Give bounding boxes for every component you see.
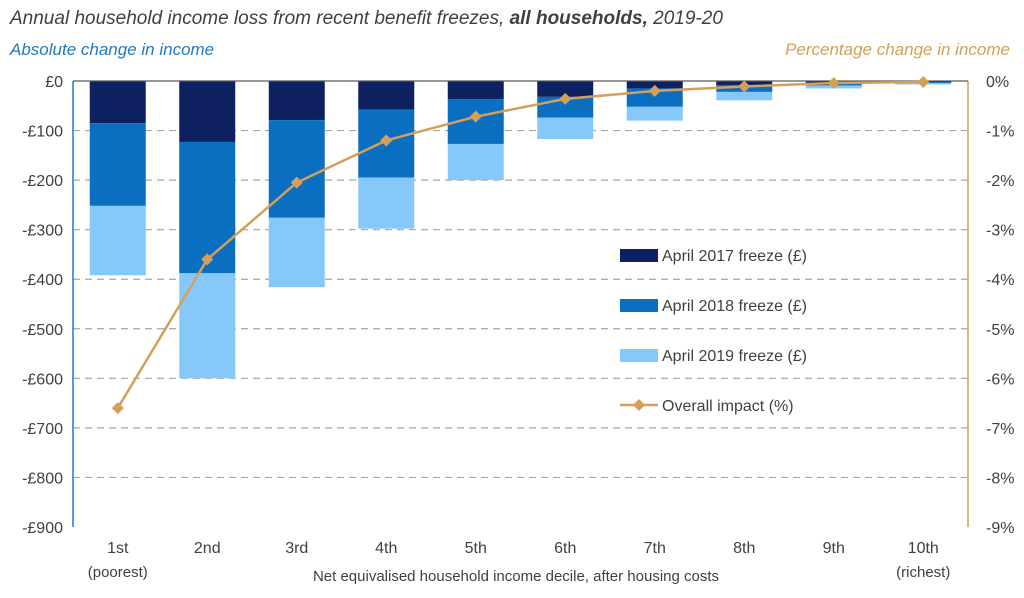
legend-label-1: April 2017 freeze (£) [662,248,807,265]
x-tick-label: 2nd [194,540,221,557]
bar-segment-1 [358,81,415,110]
left-tick-label: -£800 [22,470,63,487]
legend-label-4: Overall impact (%) [662,398,794,415]
right-tick-label: -1% [986,124,1014,141]
overall-impact-marker [201,253,214,266]
bar-segment-3 [268,217,325,288]
right-axis-title: Percentage change in income [785,40,1010,59]
right-tick-label: 0% [986,74,1009,91]
left-tick-label: -£200 [22,173,63,190]
bar-segment-1 [537,81,594,97]
legend: April 2017 freeze (£) April 2018 freeze (… [620,248,807,415]
bar-segment-3 [358,177,415,229]
right-tick-label: -7% [986,421,1014,438]
bar-segment-2 [268,120,325,218]
bar-segment-3 [179,273,236,379]
left-tick-label: -£100 [22,124,63,141]
left-tick-label: -£700 [22,421,63,438]
x-tick-sublabel: (poorest) [88,564,148,581]
right-tick-label: -4% [986,272,1014,289]
left-tick-label: -£300 [22,223,63,240]
bar-segment-1 [447,81,504,100]
x-tick-label: 8th [733,540,755,557]
right-tick-label: -6% [986,371,1014,388]
chart-title-suffix: 2019-20 [652,8,723,29]
x-tick-label: 6th [554,540,576,557]
right-tick-label: -3% [986,223,1014,240]
legend-label-3: April 2019 freeze (£) [662,348,807,365]
bar-segment-1 [626,81,683,89]
bar-segment-3 [537,117,594,139]
x-tick-label: 3rd [285,540,308,557]
left-tick-label: £0 [45,74,63,91]
x-tick-label: 4th [375,540,397,557]
x-axis-title: Net equivalised household income decile,… [313,568,719,585]
right-tick-label: -8% [986,470,1014,487]
x-tick-label: 5th [465,540,487,557]
left-tick-label: -£600 [22,371,63,388]
bar-segment-1 [268,81,325,121]
bar-segment-3 [716,91,773,101]
tick-labels: £0 0% -£100 -1% -£200 -2% -£300 -3% -£400 -4% -£50… [22,74,1014,581]
x-tick-label: 7th [644,540,666,557]
x-tick-label: 1st [107,540,129,557]
bar-segment-2 [179,141,236,274]
overall-impact-line [116,80,924,409]
right-tick-label: -5% [986,322,1014,339]
left-tick-label: -£500 [22,322,63,339]
chart-title-main: Annual household income loss from recent… [9,8,504,29]
overall-impact-marker [648,84,661,97]
overall-impact-marker [380,134,393,147]
legend-swatch-3 [620,349,658,362]
left-tick-label: -£900 [22,520,63,537]
overall-impact-marker [917,75,930,88]
left-tick-label: -£400 [22,272,63,289]
axes [72,80,969,527]
bar-series [89,81,952,379]
x-tick-label: 10th [908,540,939,557]
bar-segment-2 [89,123,146,206]
bar-segment-3 [89,205,146,276]
line-series [111,75,930,415]
overall-impact-marker [827,76,840,89]
chart-title: Annual household income loss from recent… [9,8,723,29]
legend-label-2: April 2018 freeze (£) [662,298,807,315]
x-tick-label: 9th [823,540,845,557]
overall-impact-marker [738,80,751,93]
overall-impact-marker [111,402,124,415]
overall-impact-marker [290,176,303,189]
bar-segment-1 [89,81,146,124]
right-tick-label: -2% [986,173,1014,190]
bar-segment-3 [626,106,683,121]
legend-marker-swatch [633,399,645,411]
bar-segment-1 [179,81,236,142]
overall-impact-marker [469,110,482,123]
left-axis-title: Absolute change in income [9,40,214,59]
right-tick-label: -9% [986,520,1014,537]
overall-impact-marker [559,92,572,105]
legend-swatch-1 [620,249,658,262]
legend-swatch-2 [620,299,658,312]
bar-segment-3 [447,143,504,181]
x-tick-sublabel: (richest) [896,564,950,581]
chart-title-bold: all households, [510,8,648,29]
